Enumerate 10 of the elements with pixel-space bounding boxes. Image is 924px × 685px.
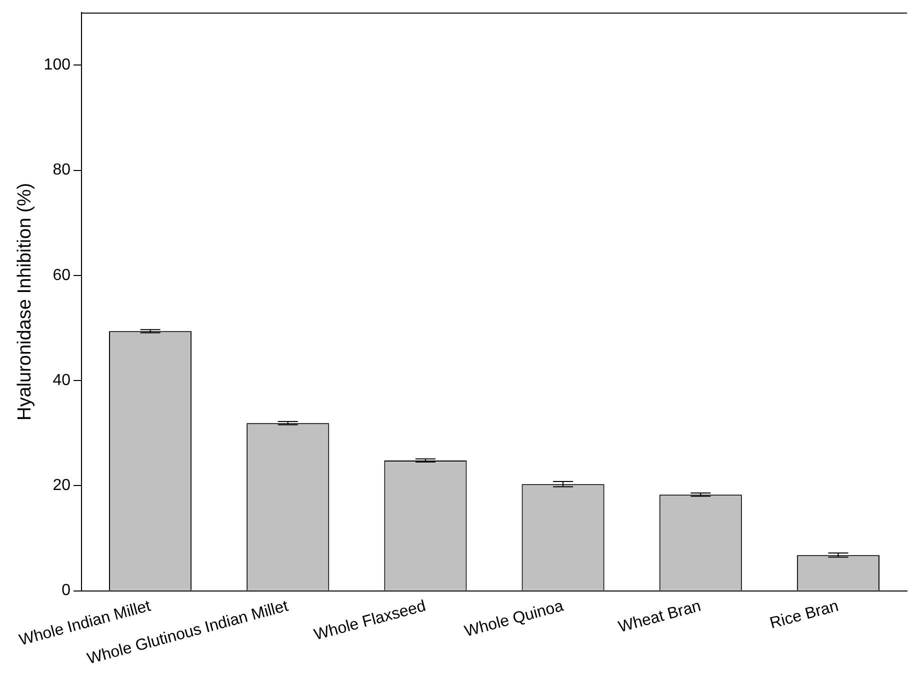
y-axis-title: Hyaluronidase Inhibition (%) bbox=[14, 182, 36, 421]
x-tick-label: Whole Quinoa bbox=[462, 598, 566, 640]
y-tick-label: 40 bbox=[52, 372, 71, 389]
x-tick-label: Wheat Bran bbox=[616, 598, 703, 636]
y-tick-label: 100 bbox=[44, 56, 71, 74]
x-tick-label: Rice Bran bbox=[768, 598, 840, 632]
y-tick-label: 0 bbox=[62, 582, 71, 600]
y-tick-label: 80 bbox=[52, 162, 71, 179]
y-tick-label: 60 bbox=[52, 266, 71, 284]
y-tick-label: 20 bbox=[52, 477, 71, 494]
